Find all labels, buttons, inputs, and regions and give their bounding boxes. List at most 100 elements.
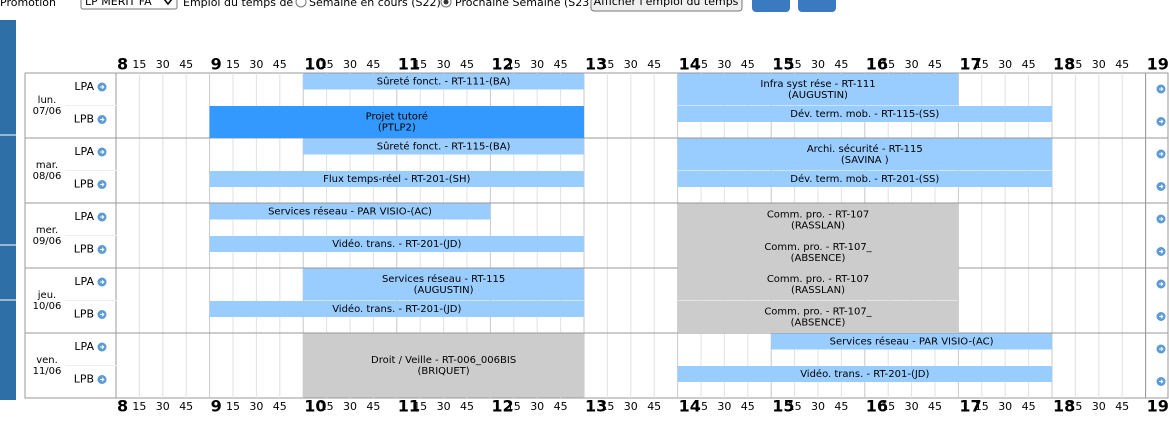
course-block[interactable]: [677, 171, 1052, 187]
scale-minute: 45: [741, 400, 755, 413]
course-block[interactable]: [209, 301, 584, 317]
scale-minute: 30: [530, 58, 544, 71]
course-text: Flux temps-réel - RT-201-(SH): [323, 173, 470, 185]
scale-minute: 30: [343, 400, 357, 413]
scale-minute: 15: [320, 58, 334, 71]
scale-hour: 19: [1147, 55, 1169, 74]
course-block[interactable]: [677, 138, 1052, 171]
course-text: Comm. pro. - RT-107: [767, 209, 869, 220]
promotion-select[interactable]: [80, 0, 178, 10]
course-block[interactable]: [677, 301, 959, 333]
option-next[interactable]: Prochaine Semaine (S23): [455, 0, 594, 9]
course-block[interactable]: [209, 203, 491, 220]
scale-minute: 45: [1115, 400, 1129, 413]
nav-icon-arrow: [1159, 151, 1164, 157]
promotion-value[interactable]: LP MERIT FA: [85, 0, 152, 8]
scale-minute: 45: [554, 400, 568, 413]
course-block[interactable]: [677, 236, 959, 269]
scale-minute: 30: [1092, 58, 1106, 71]
scale-minute: 30: [156, 400, 170, 413]
scale-hour: 8: [117, 55, 128, 74]
scale-minute: 15: [507, 400, 521, 413]
scale-minute: 15: [975, 400, 989, 413]
sidebar: [0, 20, 16, 400]
course-block[interactable]: [209, 171, 584, 187]
scale-minute: 45: [741, 58, 755, 71]
scale-minute: 45: [273, 58, 287, 71]
scale-minute: 30: [998, 58, 1012, 71]
scale-hour: 18: [1053, 397, 1075, 416]
course-block[interactable]: [677, 203, 959, 237]
day-date: 11/06: [33, 366, 62, 377]
scale-minute: 30: [717, 58, 731, 71]
scale-minute: 45: [1115, 58, 1129, 71]
course-text: Comm. pro. - RT-107_: [764, 242, 872, 253]
print-icon[interactable]: [798, 0, 836, 12]
nav-icon-arrow: [100, 377, 105, 382]
scale-minute: 15: [413, 400, 427, 413]
scale-minute: 30: [811, 58, 825, 71]
group-label: LPB: [74, 178, 94, 191]
scale-hour: 13: [585, 397, 607, 416]
group-label: LPA: [74, 210, 94, 223]
scale-minute: 45: [834, 400, 848, 413]
scale-minute: 15: [600, 58, 614, 71]
group-label: LPA: [74, 340, 94, 353]
course-text: (PTLP2): [378, 123, 416, 134]
course-text: Dév. term. mob. - RT-201-(SS): [790, 173, 939, 185]
scale-minute: 30: [624, 400, 638, 413]
nav-icon-arrow: [100, 182, 105, 187]
course-text: (AUGUSTIN): [788, 90, 848, 101]
scale-minute: 15: [788, 58, 802, 71]
day-date: 09/06: [33, 236, 62, 247]
scale-minute: 30: [343, 58, 357, 71]
scale-minute: 15: [1068, 400, 1082, 413]
scale-minute: 15: [975, 58, 989, 71]
course-block[interactable]: [209, 236, 584, 252]
course-block[interactable]: [303, 138, 584, 155]
course-text: Comm. pro. - RT-107: [767, 274, 869, 285]
scale-minute: 30: [1092, 400, 1106, 413]
scale-minute: 30: [437, 58, 451, 71]
scale-minute: 45: [366, 400, 380, 413]
scale-minute: 45: [647, 58, 661, 71]
course-text: Services réseau - PAR VISIO-(AC): [268, 206, 432, 218]
scale-minute: 45: [179, 400, 193, 413]
day-name: mer.: [36, 225, 58, 236]
course-text: Comm. pro. - RT-107_: [764, 307, 872, 318]
show-button-label[interactable]: Afficher l'emploi du temps: [594, 0, 739, 8]
schedule-label: Emploi du temps de :: [183, 0, 300, 9]
scale-hour: 11: [398, 55, 420, 74]
scale-hour: 15: [772, 55, 794, 74]
nav-icon-arrow: [1159, 281, 1164, 287]
course-text: Services réseau - RT-115: [382, 273, 505, 285]
course-block[interactable]: [303, 268, 584, 301]
scale-minute: 45: [179, 58, 193, 71]
nav-icon-arrow: [100, 117, 105, 122]
export-icon[interactable]: [752, 0, 790, 12]
course-text: Dév. term. mob. - RT-115-(SS): [790, 108, 939, 120]
scale-minute: 15: [413, 58, 427, 71]
course-text: (SAVINA ): [841, 155, 889, 166]
option-current[interactable]: Semaine en cours (S22): [309, 0, 441, 9]
radio-current[interactable]: [295, 0, 307, 8]
course-block[interactable]: [677, 73, 959, 106]
scale-hour: 9: [211, 397, 222, 416]
scale-minute: 15: [1068, 58, 1082, 71]
course-block[interactable]: [771, 333, 1052, 350]
course-block[interactable]: [677, 268, 959, 301]
course-block[interactable]: [677, 106, 1052, 122]
course-block[interactable]: [303, 333, 584, 398]
group-label: LPA: [74, 80, 94, 93]
scale-minute: 30: [249, 400, 263, 413]
nav-icon-arrow: [1159, 119, 1164, 124]
course-block[interactable]: [303, 73, 584, 90]
course-block[interactable]: [677, 366, 1052, 382]
show-button[interactable]: [590, 0, 743, 12]
course-block[interactable]: [209, 106, 584, 138]
scale-minute: 45: [554, 58, 568, 71]
scale-hour: 17: [959, 55, 981, 74]
scale-hour: 18: [1053, 55, 1075, 74]
day-name: ven.: [36, 355, 58, 366]
group-label: LPB: [74, 243, 94, 256]
